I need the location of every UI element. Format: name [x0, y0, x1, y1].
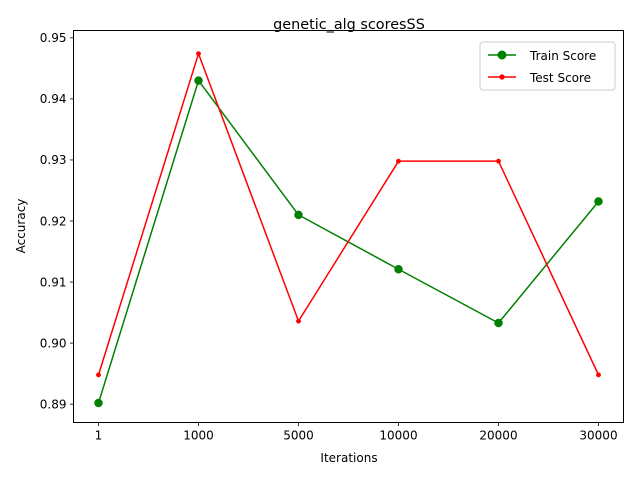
data-point-train-score — [294, 210, 303, 220]
data-point-train-score — [594, 197, 603, 206]
x-tick-label: 30000 — [579, 429, 617, 443]
y-axis-label: Accuracy — [14, 199, 28, 254]
x-tick-label: 1 — [95, 429, 103, 443]
series-layer — [94, 51, 603, 408]
y-tick-label: 0.89 — [40, 397, 67, 411]
data-point-test-score — [196, 51, 201, 57]
x-tick-label: 10000 — [379, 429, 417, 443]
data-point-train-score — [194, 76, 203, 85]
y-tick-label: 0.94 — [40, 92, 67, 106]
legend-marker-test-score — [499, 74, 505, 80]
data-point-train-score — [394, 264, 403, 274]
plot-frame — [73, 30, 624, 423]
y-axis: 0.89 0.90 0.91 0.92 0.93 0.94 0.95 — [40, 31, 74, 411]
y-tick-label: 0.90 — [40, 336, 67, 350]
data-point-test-score — [296, 318, 301, 324]
series-line-test-score — [97, 52, 600, 376]
y-tick-label: 0.95 — [40, 31, 67, 45]
legend-label-test-score: Test Score — [529, 71, 591, 85]
legend-label-train-score: Train Score — [529, 49, 596, 63]
x-tick-label: 20000 — [479, 429, 517, 443]
data-point-train-score — [494, 318, 503, 328]
y-tick-label: 0.91 — [40, 275, 67, 289]
x-tick-label: 5000 — [283, 429, 314, 443]
x-tick-label: 1000 — [183, 429, 214, 443]
legend: Train Score Test Score — [479, 41, 616, 91]
y-tick-label: 0.92 — [40, 214, 67, 228]
data-point-test-score — [96, 372, 101, 378]
data-point-test-score — [396, 158, 401, 164]
data-point-test-score — [496, 158, 501, 164]
data-point-train-score — [94, 398, 103, 408]
legend-box — [479, 41, 616, 91]
y-tick-label: 0.93 — [40, 153, 67, 167]
chart-title: genetic_alg scoresSS — [273, 17, 425, 33]
x-axis: 1 1000 5000 10000 20000 30000 — [95, 422, 618, 443]
data-point-test-score — [596, 372, 601, 378]
x-axis-label: Iterations — [320, 451, 377, 465]
legend-marker-train-score — [497, 50, 507, 60]
